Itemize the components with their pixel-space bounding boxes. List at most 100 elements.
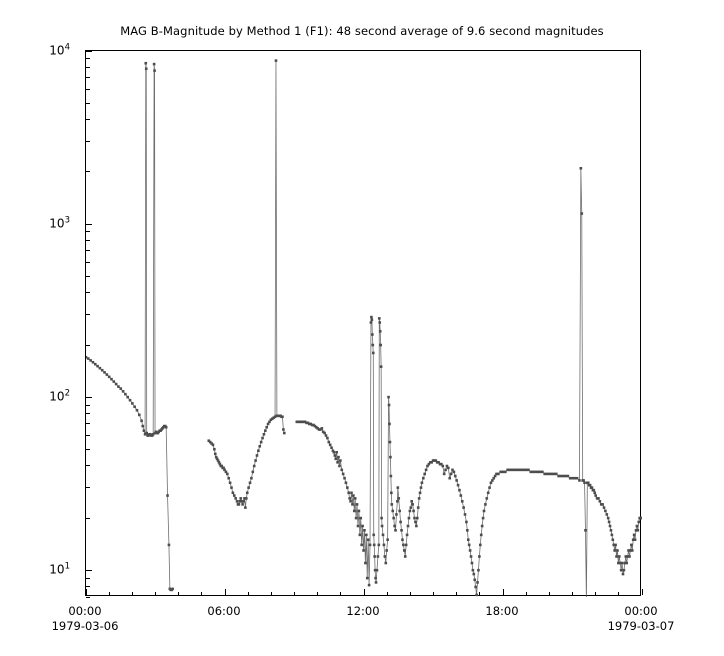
data-point-marker (310, 423, 314, 427)
data-point-marker (347, 491, 351, 495)
x-minor-tick (409, 591, 411, 595)
data-point-marker (117, 385, 120, 388)
x-minor-tick (618, 591, 620, 595)
y-minor-tick (86, 171, 90, 173)
x-tick-label: 12:00 (346, 604, 379, 619)
data-point-marker (462, 506, 465, 509)
data-point-marker (91, 360, 95, 364)
data-point-marker (384, 561, 388, 565)
data-point-marker (630, 549, 634, 552)
data-point-marker (358, 533, 362, 537)
data-point-marker (274, 59, 278, 62)
data-point-marker (245, 497, 248, 500)
y-minor-tick (86, 517, 90, 519)
data-point-marker (388, 440, 392, 444)
x-tick-date: 1979-03-07 (607, 619, 675, 633)
y-minor-tick (86, 448, 90, 450)
data-point-marker (317, 428, 321, 431)
data-point-marker (133, 405, 136, 409)
data-point-marker (312, 423, 315, 427)
data-point-marker (351, 503, 354, 506)
y-tick-label: 103 (49, 215, 70, 231)
data-point-marker (369, 321, 373, 324)
data-point-marker (607, 520, 611, 524)
data-point-marker (459, 494, 463, 497)
data-point-marker (451, 468, 454, 472)
x-tick-time: 00:00 (68, 604, 102, 618)
y-tick-label: 102 (49, 388, 70, 404)
data-point-marker (151, 432, 155, 436)
data-point-marker (352, 509, 356, 513)
data-series-plot (86, 59, 642, 597)
data-point-marker (610, 533, 614, 537)
data-point-marker (211, 443, 215, 447)
data-point-marker (625, 561, 629, 565)
data-point-marker (254, 459, 257, 462)
data-point-marker (259, 440, 263, 444)
data-point-marker (497, 472, 500, 476)
data-point-marker (235, 500, 239, 503)
y-major-tick (86, 223, 92, 225)
data-point-marker (247, 486, 250, 489)
data-point-marker (299, 420, 303, 424)
y-minor-tick (86, 423, 90, 425)
data-point-marker (370, 315, 373, 319)
data-point-marker (214, 455, 218, 459)
data-point-marker (613, 549, 616, 552)
data-point-marker (441, 464, 445, 468)
data-point-marker (571, 476, 574, 480)
data-point-marker (131, 402, 134, 405)
data-point-marker (354, 516, 358, 520)
y-minor-tick (86, 413, 90, 415)
data-point-marker (449, 472, 453, 476)
data-point-marker (419, 486, 423, 489)
data-point-marker (534, 470, 537, 474)
data-point-marker (626, 555, 629, 558)
data-point-marker (408, 509, 412, 513)
data-point-marker (114, 382, 118, 386)
data-point-marker (617, 561, 620, 565)
data-point-marker (364, 561, 367, 565)
data-point-marker (361, 524, 364, 528)
data-point-marker (633, 538, 637, 542)
x-tick-label: 06:00 (207, 604, 240, 619)
x-minor-tick (131, 591, 133, 595)
data-point-marker (593, 491, 597, 495)
data-point-marker (622, 568, 626, 572)
data-point-marker (420, 481, 424, 485)
y-minor-tick (86, 67, 90, 69)
data-point-marker (592, 488, 596, 492)
data-point-marker (504, 470, 507, 474)
data-point-marker (430, 461, 433, 464)
y-minor-tick (86, 314, 90, 316)
data-point-marker (390, 491, 393, 495)
y-major-tick (86, 569, 92, 571)
data-point-marker (273, 415, 277, 419)
data-point-marker (330, 446, 333, 450)
data-point-marker (379, 365, 383, 368)
data-point-marker (338, 464, 341, 468)
data-point-marker (257, 449, 260, 453)
data-point-marker (619, 568, 623, 572)
data-point-marker (366, 538, 370, 542)
data-point-marker (324, 434, 328, 437)
data-point-marker (383, 555, 387, 558)
data-point-marker (456, 483, 460, 487)
data-point-marker (241, 503, 244, 506)
data-point-marker (331, 449, 335, 453)
data-point-marker (460, 500, 464, 503)
data-point-marker (378, 330, 382, 333)
data-point-marker (584, 529, 587, 532)
data-point-marker (469, 555, 473, 558)
data-point-marker (215, 457, 219, 461)
data-point-marker (506, 468, 509, 472)
data-point-marker (415, 516, 419, 520)
x-minor-tick (525, 591, 527, 595)
series-b-magnitude (86, 59, 642, 597)
data-point-marker (334, 457, 338, 461)
data-point-marker (486, 491, 490, 495)
data-point-marker (479, 533, 483, 537)
data-point-marker (475, 593, 478, 597)
data-point-marker (374, 581, 378, 584)
data-point-marker (166, 494, 169, 497)
